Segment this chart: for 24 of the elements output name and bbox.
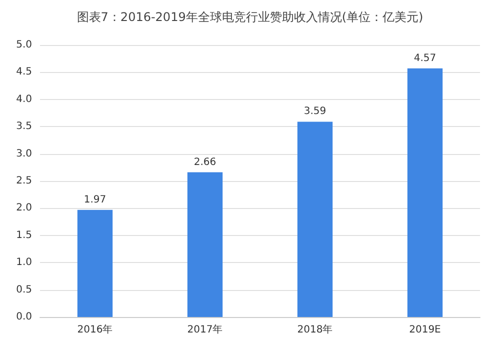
x-tick-label: 2016年 bbox=[77, 324, 113, 336]
x-tick-label: 2019E bbox=[409, 324, 441, 336]
data-label: 2.66 bbox=[194, 156, 216, 168]
bar bbox=[77, 210, 113, 317]
x-tick-label: 2017年 bbox=[187, 324, 223, 336]
y-tick-label: 3.5 bbox=[16, 121, 32, 132]
y-tick-label: 1.0 bbox=[16, 257, 32, 268]
data-label: 3.59 bbox=[304, 106, 326, 118]
bar bbox=[297, 122, 333, 317]
y-tick-label: 0.5 bbox=[16, 284, 32, 296]
y-tick-label: 2.0 bbox=[16, 202, 32, 214]
y-tick-label: 1.5 bbox=[16, 230, 32, 241]
y-tick-label: 4.5 bbox=[16, 66, 32, 78]
y-tick-label: 5.0 bbox=[16, 40, 32, 50]
x-tick-label: 2018年 bbox=[297, 324, 333, 336]
bar bbox=[407, 68, 443, 317]
y-tick-label: 0.0 bbox=[16, 312, 32, 322]
y-tick-label: 4.0 bbox=[16, 94, 32, 105]
y-tick-label: 3.0 bbox=[16, 148, 32, 160]
y-tick-label: 2.5 bbox=[16, 176, 32, 186]
bar bbox=[187, 172, 223, 317]
data-label: 4.57 bbox=[414, 52, 436, 64]
data-label: 1.97 bbox=[84, 194, 106, 206]
chart-title: 图表7：2016-2019年全球电竞行业赞助收入情况(单位：亿美元) bbox=[76, 10, 424, 24]
